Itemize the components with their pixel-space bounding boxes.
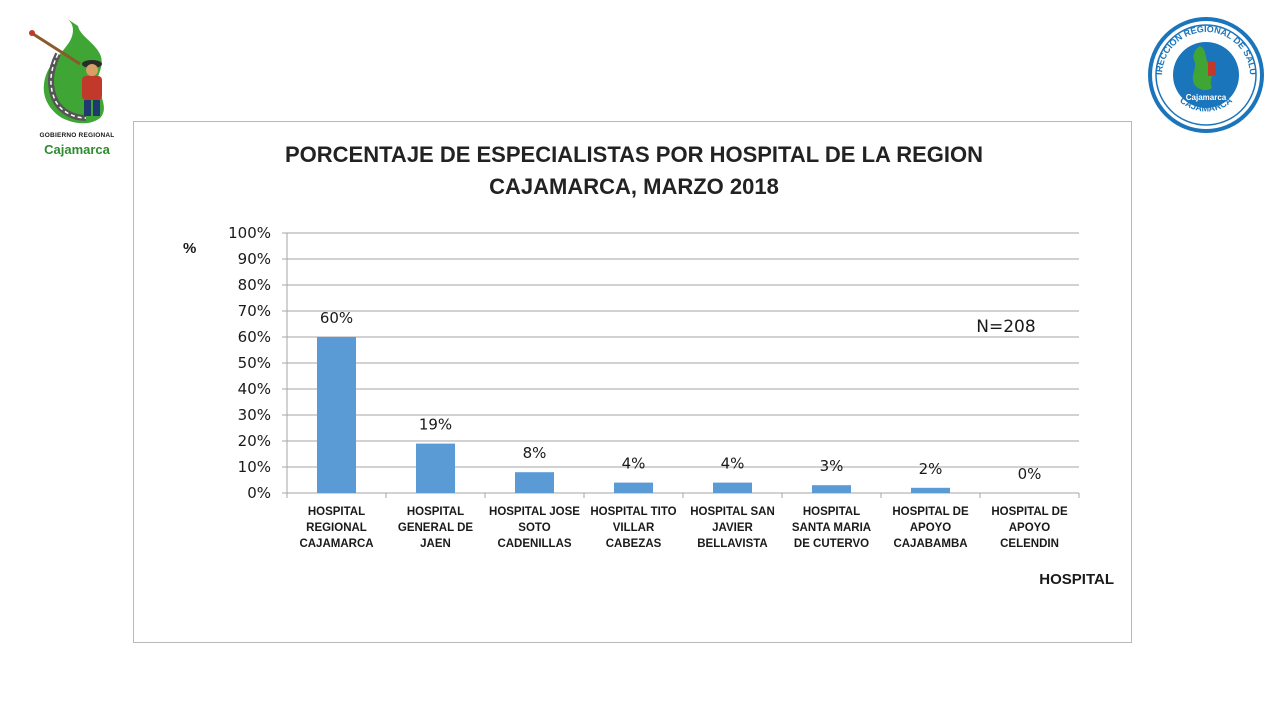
y-tick-label: 40%	[238, 380, 271, 398]
category-label: APOYO	[1009, 522, 1051, 534]
category-label: VILLAR	[613, 522, 655, 534]
category-label: HOSPITAL TITO	[590, 506, 676, 518]
category-label: HOSPITAL DE	[892, 506, 969, 518]
bar	[614, 482, 653, 493]
category-label: CABEZAS	[606, 538, 662, 550]
sample-size-note: N=208	[976, 317, 1035, 337]
category-label: HOSPITAL	[407, 506, 464, 518]
category-label: CAJABAMBA	[893, 538, 967, 550]
chart-container: PORCENTAJE DE ESPECIALISTAS POR HOSPITAL…	[133, 121, 1132, 643]
y-tick-label: 90%	[238, 250, 271, 268]
chart-title-line-2: CAJAMARCA, MARZO 2018	[489, 174, 779, 199]
y-axis-title: %	[183, 240, 196, 257]
category-label: HOSPITAL	[308, 506, 365, 518]
direccion-salud-seal-icon: DIRECCION REGIONAL DE SALUD CAJAMARCA Ca…	[1143, 8, 1264, 133]
category-label: HOSPITAL	[803, 506, 860, 518]
category-label: JAVIER	[712, 522, 753, 534]
category-label: SANTA MARIA	[792, 522, 871, 534]
logo-caption-top: GOBIERNO REGIONAL	[39, 132, 115, 139]
data-label: 3%	[820, 457, 844, 475]
gobierno-regional-emblem-icon	[29, 18, 104, 124]
category-label: CELENDIN	[1000, 538, 1059, 550]
x-axis-title: HOSPITAL	[1039, 571, 1114, 588]
data-label: 0%	[1018, 465, 1042, 483]
gobierno-regional-logo: GOBIERNO REGIONAL Cajamarca	[28, 14, 126, 164]
y-tick-label: 10%	[238, 458, 271, 476]
plot-area: 0% 10% 20% 30% 40% 50% 60% 70% 80% 90% 100% 60% HOSP…	[228, 224, 1080, 550]
y-tick-label: 70%	[238, 302, 271, 320]
data-label: 19%	[419, 416, 452, 434]
category-label: HOSPITAL JOSE	[489, 506, 580, 518]
category-label: REGIONAL	[306, 522, 367, 534]
bar	[416, 443, 455, 493]
bar	[515, 472, 554, 493]
category-label: SOTO	[518, 522, 550, 534]
y-tick-label: 50%	[238, 354, 271, 372]
y-tick-label: 20%	[238, 432, 271, 450]
bar	[317, 337, 356, 493]
data-label: 8%	[523, 444, 547, 462]
y-tick-label: 0%	[247, 484, 271, 502]
seal-center-text: Cajamarca	[1186, 93, 1227, 102]
category-label: HOSPITAL SAN	[690, 506, 775, 518]
direccion-regional-salud-logo: DIRECCION REGIONAL DE SALUD CAJAMARCA Ca…	[1143, 8, 1266, 134]
y-tick-label: 100%	[228, 224, 271, 242]
category-label: APOYO	[910, 522, 952, 534]
data-label: 2%	[919, 460, 943, 478]
y-tick-label: 30%	[238, 406, 271, 424]
bar-chart: PORCENTAJE DE ESPECIALISTAS POR HOSPITAL…	[183, 142, 1114, 588]
category-label: BELLAVISTA	[697, 538, 768, 550]
category-label: GENERAL DE	[398, 522, 474, 534]
bar	[713, 482, 752, 493]
category-label: HOSPITAL DE	[991, 506, 1068, 518]
category-label: JAEN	[420, 538, 451, 550]
logo-caption-bottom: Cajamarca	[44, 142, 110, 157]
bar	[812, 485, 851, 493]
data-label: 4%	[622, 455, 646, 473]
data-label: 60%	[320, 309, 353, 327]
y-tick-label: 80%	[238, 276, 271, 294]
y-tick-label: 60%	[238, 328, 271, 346]
chart-title-line-1: PORCENTAJE DE ESPECIALISTAS POR HOSPITAL…	[285, 142, 983, 167]
category-label: DE CUTERVO	[794, 538, 869, 550]
category-label: CAJAMARCA	[299, 538, 373, 550]
category-label: CADENILLAS	[497, 538, 571, 550]
bar	[911, 487, 950, 493]
data-label: 4%	[721, 455, 745, 473]
